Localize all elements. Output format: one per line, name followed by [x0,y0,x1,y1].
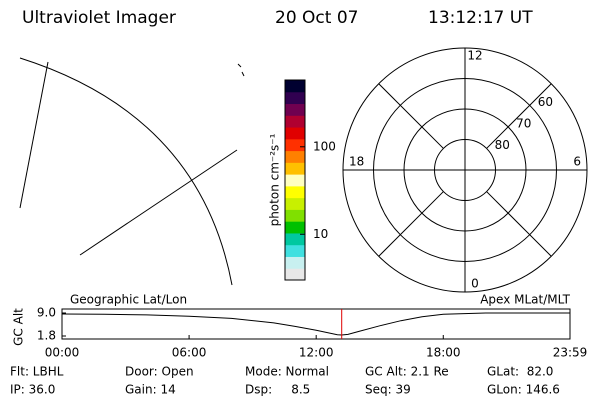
status-field: Door: Open [125,365,194,379]
status-field: GLon: 146.6 [487,383,560,397]
color-segment [285,244,305,257]
right-title: Apex MLat/MLT [480,293,570,307]
mlt-spoke [486,83,552,149]
mlt-spoke [486,191,552,257]
status-field: Gain: 14 [125,383,176,397]
color-segment [285,103,305,116]
status-field: GLat: 82.0 [487,365,553,379]
colorbar-tick-label: 10 [313,227,328,241]
color-segment [285,197,305,210]
lat-ring-label: 60 [538,95,553,109]
color-segment [285,232,305,246]
color-segment [285,185,305,199]
left-title: Geographic Lat/Lon [70,293,187,307]
lat-ring [434,139,496,201]
y-tick-label: 1.8 [37,329,56,343]
color-segment [285,138,305,152]
geo-arc [19,57,233,286]
color-segment [285,256,305,269]
lat-ring-label: 80 [495,138,510,152]
mlt-spoke [378,191,444,257]
status-field: IP: 36.0 [10,383,55,397]
status-field: GC Alt: 2.1 Re [365,365,449,379]
colorbar-frame [284,79,306,281]
y-axis-label: GC Alt [12,308,26,346]
status-field: Flt: LBHL [10,365,64,379]
lat-ring-label: 70 [516,116,531,130]
time: 13:12:17 UT [428,8,533,28]
status-field: Dsp: 8.5 [245,383,310,397]
x-tick-label: 12:00 [299,346,334,360]
color-segment [285,268,305,281]
color-segment [285,115,305,128]
lat-ring [403,108,527,232]
x-tick-label: 00:00 [45,346,80,360]
color-segment [285,174,305,187]
mlt-spoke [378,83,444,149]
x-tick-label: 18:00 [426,346,461,360]
color-segment [285,209,305,222]
x-tick-label: 23:59 [553,346,588,360]
mlt-label: 0 [471,277,479,291]
geographic-panel [19,57,245,286]
color-segment [285,221,305,234]
color-segment [285,162,305,175]
mlt-label: 18 [349,155,364,169]
x-tick-label: 06:00 [172,346,207,360]
colorbar-label: photon cm⁻²s⁻¹ [268,133,282,226]
mlt-label: 12 [467,49,482,63]
date: 20 Oct 07 [275,8,358,28]
color-segment [285,91,305,105]
geo-marks [237,63,245,77]
lat-ring [373,78,557,262]
altitude-curve [61,312,570,336]
color-segment [285,80,305,93]
instrument-title: Ultraviolet Imager [22,8,176,28]
status-field: Seq: 39 [365,383,411,397]
geo-line [79,149,238,256]
color-segment [285,150,305,163]
geo-line [19,61,49,209]
mlt-label: 6 [573,155,581,169]
status-field: Mode: Normal [245,365,329,379]
color-segment [285,127,305,140]
colorbar-tick-label: 100 [313,139,336,153]
y-tick-label: 9.0 [37,306,56,320]
